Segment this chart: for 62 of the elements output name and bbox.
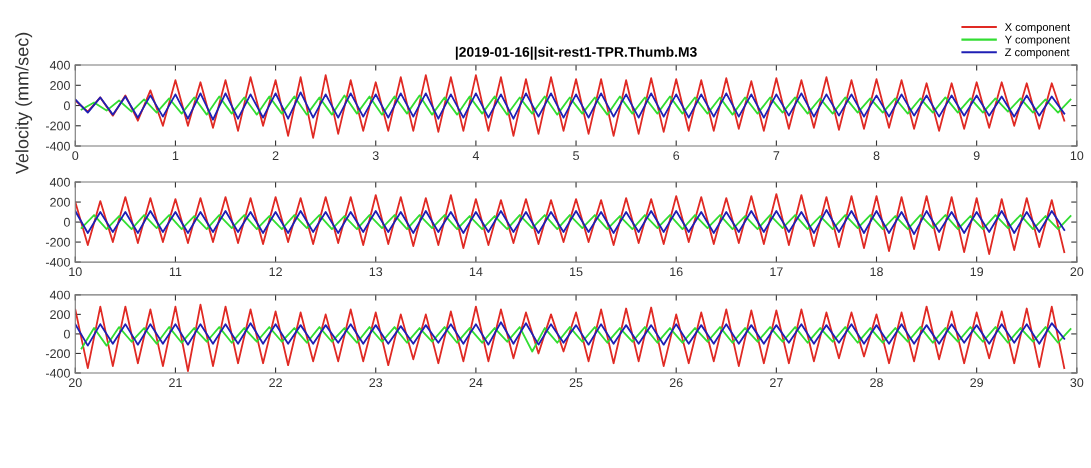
line-series — [80, 214, 1072, 230]
x-tick-label: 4 — [472, 151, 479, 160]
chart-title: |2019-01-16||sit-rest1-TPR.Thumb.M3 — [455, 46, 697, 60]
x-tick-label: 30 — [1070, 378, 1084, 388]
x-tick-label: 16 — [670, 267, 683, 277]
x-tick-label: 12 — [269, 267, 282, 276]
x-tick-label: 9 — [973, 151, 980, 161]
line-series — [75, 91, 1066, 121]
x-tick-label: 23 — [369, 378, 383, 388]
x-tick-label: 14 — [469, 267, 483, 276]
y-tick-label: 0 — [63, 101, 70, 111]
y-tick-label: 200 — [50, 310, 70, 320]
x-tick-label: 11 — [169, 267, 182, 276]
line-series — [75, 74, 1066, 139]
x-tick-label: 7 — [773, 151, 780, 160]
y-tick-label: 200 — [50, 197, 70, 207]
y-tick-label: 400 — [49, 290, 70, 300]
line-series — [75, 321, 1066, 347]
legend-label: Y component — [1004, 35, 1070, 46]
y-tick-label: 200 — [50, 81, 70, 90]
x-tick-label: 29 — [970, 378, 984, 388]
y-tick-label: -200 — [45, 349, 70, 359]
line-series — [80, 326, 1072, 353]
x-tick-label: 3 — [372, 151, 379, 161]
y-tick-label: -200 — [45, 121, 70, 131]
y-axis-title: Velocity (mm/sec) — [15, 32, 33, 175]
y-tick-label: 0 — [63, 217, 70, 227]
x-tick-label: 10 — [69, 267, 82, 277]
legend-label: Z component — [1005, 48, 1070, 59]
x-tick-label: 2 — [272, 151, 279, 160]
x-tick-label: 21 — [169, 378, 182, 387]
x-tick-label: 6 — [673, 151, 680, 161]
x-tick-label: 27 — [770, 378, 783, 387]
x-tick-label: 20 — [68, 378, 82, 388]
x-tick-label: 25 — [569, 378, 583, 388]
x-tick-label: 22 — [269, 378, 282, 387]
y-tick-label: 400 — [49, 177, 70, 187]
y-tick-label: -400 — [45, 368, 70, 378]
line-series — [75, 193, 1066, 255]
legend-label: X component — [1004, 23, 1071, 34]
x-tick-label: 18 — [870, 267, 883, 277]
x-tick-label: 8 — [873, 151, 880, 161]
x-tick-label: 24 — [469, 378, 483, 387]
x-tick-label: 17 — [770, 267, 783, 276]
y-tick-label: 0 — [63, 329, 70, 339]
line-series — [80, 94, 1072, 116]
x-tick-label: 26 — [669, 378, 683, 388]
x-tick-label: 19 — [970, 267, 984, 277]
x-tick-label: 10 — [1070, 151, 1084, 161]
line-series — [75, 209, 1066, 235]
x-tick-label: 5 — [573, 151, 579, 161]
x-tick-label: 15 — [570, 267, 583, 277]
y-tick-label: 400 — [49, 60, 70, 70]
y-tick-label: -400 — [45, 141, 70, 151]
x-tick-label: 13 — [369, 267, 383, 277]
x-tick-label: 0 — [72, 151, 79, 161]
y-tick-label: -400 — [45, 257, 70, 267]
line-series — [75, 303, 1066, 372]
x-tick-label: 1 — [172, 151, 179, 160]
x-tick-label: 20 — [1070, 267, 1084, 277]
y-tick-label: -200 — [45, 237, 70, 247]
x-tick-label: 28 — [870, 378, 883, 388]
